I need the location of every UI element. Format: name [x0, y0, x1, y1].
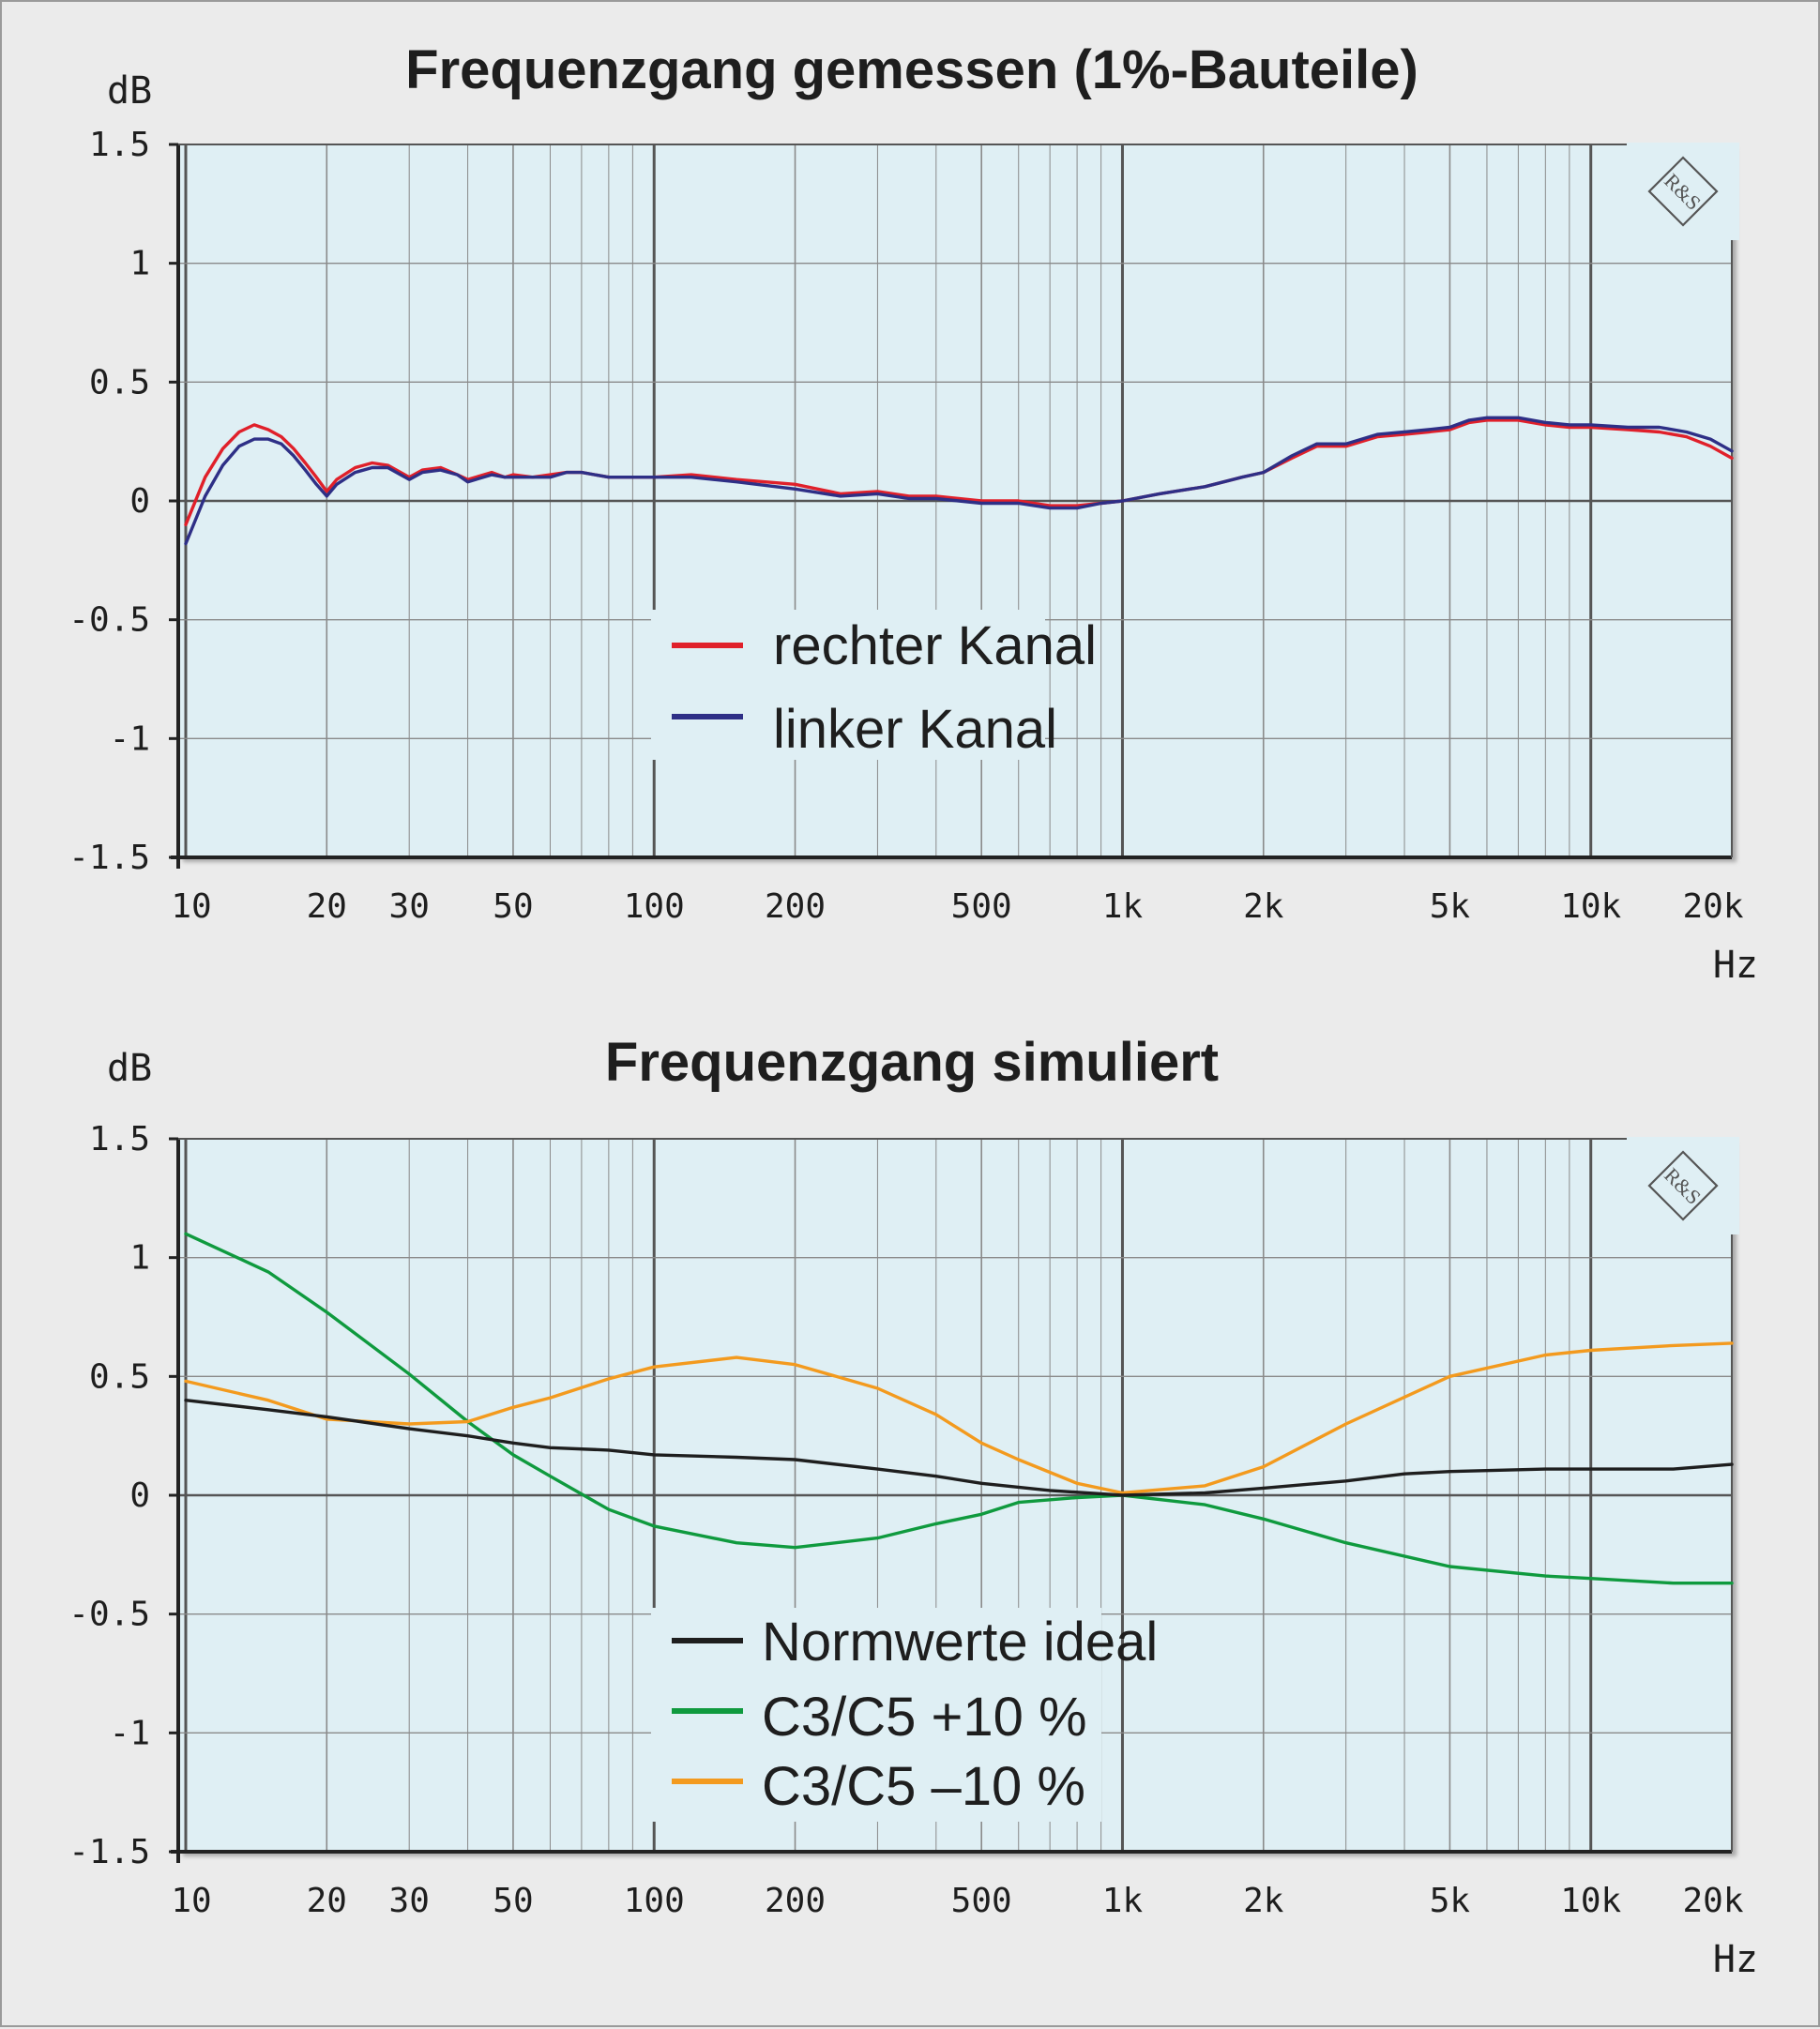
- x-tick-label: 5k: [1430, 887, 1471, 926]
- chart-simulated: Frequenzgang simuliert dB 1.5 1 0.5 0 -0.5 -1…: [68, 1032, 1758, 1981]
- x-axis-unit: Hz: [1713, 944, 1758, 987]
- y-tick-label: 0.5: [89, 363, 150, 401]
- x-tick-labels: 10 20 30 50 100 200 500 1k 2k 5k 10k 20k: [171, 887, 1744, 926]
- y-tick-label: -0.5: [68, 601, 150, 640]
- legend-label-rechter-kanal: rechter Kanal: [773, 615, 1097, 676]
- y-tick-label: -1.5: [68, 839, 150, 877]
- y-tick-label: 1.5: [89, 1120, 150, 1158]
- y-tick-labels: 1.5 1 0.5 0 -0.5 -1 -1.5: [68, 126, 150, 877]
- x-tick-label: 10: [171, 887, 211, 926]
- series-line-linker-kanal: [184, 416, 1734, 546]
- y-tick-label: 1: [129, 1239, 150, 1278]
- legend-label-c3c5-minus: C3/C5 –10 %: [762, 1756, 1085, 1817]
- x-tick-label: 10k: [1560, 887, 1621, 926]
- y-tick-label: 0: [129, 1476, 150, 1515]
- legend-box: [651, 610, 1045, 760]
- y-tick-label: 1: [129, 245, 150, 283]
- y-tick-labels: 1.5 1 0.5 0 -0.5 -1 -1.5: [68, 1120, 150, 1871]
- y-tick-label: -1: [110, 1714, 150, 1752]
- x-tick-label: 100: [624, 1882, 685, 1920]
- chart-title: Frequenzgang simuliert: [605, 1032, 1219, 1093]
- axes: [169, 1137, 1733, 1863]
- x-tick-label: 50: [493, 887, 533, 926]
- x-tick-label: 50: [493, 1882, 533, 1920]
- x-tick-label: 1k: [1102, 887, 1144, 926]
- y-tick-label: -0.5: [68, 1596, 150, 1634]
- chart-measured: Frequenzgang gemessen (1%-Bauteile) dB 1…: [68, 39, 1758, 987]
- x-tick-label: 1k: [1102, 1882, 1144, 1920]
- x-tick-label: 500: [951, 1882, 1012, 1920]
- series-line-normwerte-ideal: [184, 1398, 1734, 1497]
- x-tick-label: 200: [765, 887, 826, 926]
- x-tick-label: 2k: [1243, 1882, 1284, 1920]
- x-tick-label: 30: [389, 887, 430, 926]
- x-tick-label: 30: [389, 1882, 430, 1920]
- x-tick-label: 10k: [1560, 1882, 1621, 1920]
- x-tick-label: 500: [951, 887, 1012, 926]
- x-tick-label: 20k: [1682, 1882, 1743, 1920]
- rohde-schwarz-logo: R&S: [1627, 143, 1739, 240]
- x-tick-label: 20k: [1682, 887, 1743, 926]
- x-tick-label: 5k: [1430, 1882, 1471, 1920]
- series-lines: [184, 1232, 1734, 1585]
- x-tick-label: 200: [765, 1882, 826, 1920]
- x-tick-label: 20: [307, 887, 347, 926]
- y-tick-label: -1.5: [68, 1833, 150, 1871]
- rohde-schwarz-logo: R&S: [1627, 1137, 1739, 1234]
- axes: [169, 143, 1733, 869]
- legend-label-c3c5-plus: C3/C5 +10 %: [762, 1687, 1087, 1748]
- y-axis-unit: dB: [107, 69, 152, 113]
- x-axis-unit: Hz: [1713, 1938, 1758, 1981]
- legend-label-normwerte-ideal: Normwerte ideal: [762, 1612, 1158, 1673]
- x-tick-labels: 10 20 30 50 100 200 500 1k 2k 5k 10k 20k: [171, 1882, 1744, 1920]
- logo-diamond: [1647, 1150, 1719, 1221]
- legend: rechter Kanal linker Kanal: [651, 610, 1097, 760]
- y-tick-label: 1.5: [89, 126, 150, 164]
- x-tick-label: 20: [307, 1882, 347, 1920]
- x-tick-label: 10: [171, 1882, 211, 1920]
- y-tick-label: 0.5: [89, 1357, 150, 1396]
- legend: Normwerte ideal C3/C5 +10 % C3/C5 –10 %: [651, 1608, 1158, 1822]
- logo-diamond: [1647, 156, 1719, 227]
- x-tick-label: 2k: [1243, 887, 1284, 926]
- y-tick-label: 0: [129, 482, 150, 521]
- series-lines: [184, 416, 1734, 546]
- x-tick-label: 100: [624, 887, 685, 926]
- series-line-rechter-kanal: [184, 418, 1734, 526]
- legend-label-linker-kanal: linker Kanal: [773, 699, 1057, 760]
- y-tick-label: -1: [110, 719, 150, 758]
- chart-title: Frequenzgang gemessen (1%-Bauteile): [405, 39, 1418, 100]
- series-line-c3-c5-10: [184, 1341, 1734, 1495]
- y-axis-unit: dB: [107, 1047, 152, 1090]
